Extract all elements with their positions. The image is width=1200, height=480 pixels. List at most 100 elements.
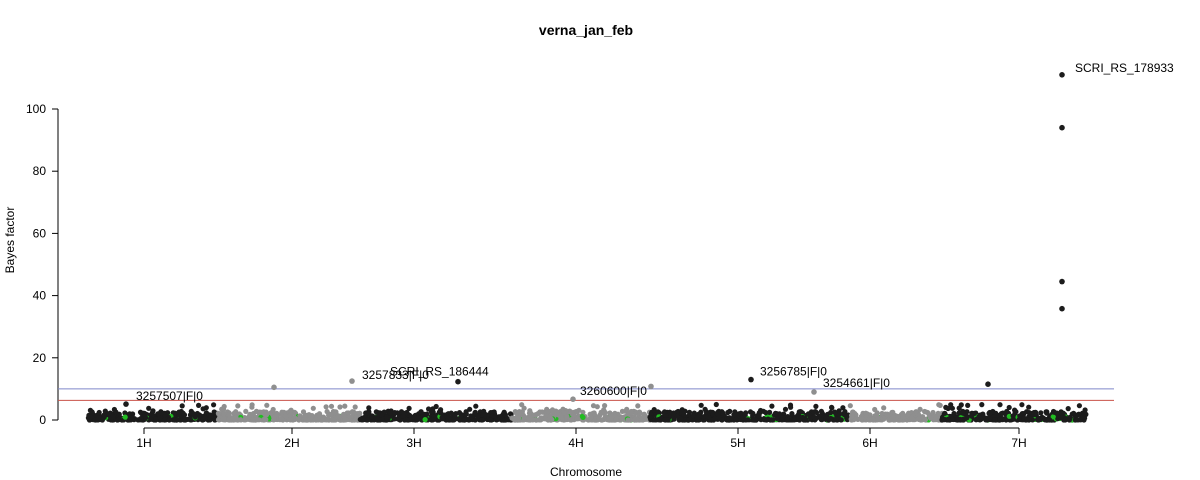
snp-point (526, 415, 532, 421)
snp-point (387, 410, 393, 416)
snp-point (857, 416, 864, 422)
snp-point (512, 409, 518, 415)
snp-point (837, 411, 843, 417)
snp-point (384, 414, 390, 420)
snp-point (796, 417, 802, 423)
snp-point (937, 402, 943, 408)
snp-point (756, 413, 762, 419)
snp-point (270, 406, 276, 413)
snp-point (909, 415, 915, 421)
snp-point (602, 403, 608, 409)
snp-point (349, 409, 355, 415)
snp-point (890, 409, 896, 415)
snp-point (411, 414, 417, 420)
snp-point (424, 411, 430, 417)
snp-point (516, 409, 523, 415)
snp-point (943, 404, 949, 410)
snp-point (352, 404, 358, 410)
labeled-point (748, 376, 754, 383)
snp-point (202, 415, 208, 421)
snp-point (733, 416, 739, 422)
snp-point (789, 411, 795, 417)
snp-point (964, 415, 970, 421)
snp-point (88, 414, 94, 420)
snp-point (545, 409, 551, 415)
snp-point (1006, 413, 1012, 419)
snp-point (208, 413, 214, 419)
snp-point (863, 410, 869, 416)
snp-point (625, 417, 631, 423)
snp-point (742, 412, 748, 418)
snp-point (816, 413, 822, 419)
snp-point (1051, 409, 1058, 415)
snp-point (219, 406, 225, 412)
snp-point (1065, 406, 1071, 412)
snp-point (916, 416, 922, 423)
snp-point (448, 410, 454, 416)
notable-point (648, 383, 654, 390)
snp-point (278, 416, 284, 422)
x-tick-label: 7H (1011, 436, 1026, 450)
snp-point (295, 416, 301, 423)
y-tick-label: 0 (39, 413, 46, 427)
snp-point (1058, 410, 1065, 416)
x-tick-label: 1H (136, 436, 151, 450)
snp-point (238, 417, 244, 423)
snp-point (1035, 417, 1042, 423)
snp-point (1026, 404, 1032, 410)
snp-point (811, 409, 817, 415)
snp-point (1004, 408, 1010, 415)
snp-point (1044, 410, 1050, 416)
snp-point (392, 416, 398, 422)
snp-point (514, 415, 520, 421)
snp-point (111, 406, 117, 413)
snp-point (840, 405, 846, 411)
snp-point (353, 417, 359, 423)
snp-point (256, 417, 262, 423)
snp-point (694, 416, 700, 422)
notable-point (1059, 278, 1065, 285)
notable-point (1059, 305, 1065, 312)
snp-point (329, 417, 335, 423)
x-tick-label: 4H (568, 436, 583, 450)
snp-point (539, 409, 545, 415)
snp-point (1012, 407, 1018, 413)
snp-point (452, 413, 458, 419)
snp-point (750, 412, 756, 418)
snp-point (1006, 404, 1012, 411)
snp-point (243, 408, 249, 414)
snp-point (211, 402, 217, 408)
snp-point (337, 404, 343, 410)
notable-point (985, 381, 991, 388)
snp-point (637, 410, 643, 416)
snp-point (392, 410, 398, 416)
y-tick-label: 40 (33, 289, 47, 303)
snp-point (342, 403, 348, 409)
snp-point (847, 403, 853, 409)
snp-point (1019, 402, 1025, 408)
snp-point (629, 409, 635, 416)
snp-point (703, 409, 710, 415)
snp-point (1025, 417, 1031, 423)
snp-point (488, 417, 494, 423)
snp-point (1031, 411, 1038, 418)
snp-point (872, 406, 878, 413)
snp-point (140, 412, 146, 418)
snp-point (416, 415, 422, 421)
snp-point (828, 409, 834, 416)
snp-point (735, 412, 741, 418)
snp-point (396, 415, 402, 421)
snp-point (900, 414, 906, 420)
snp-point (813, 416, 819, 422)
snp-point (948, 402, 954, 408)
snp-point (997, 416, 1003, 423)
snp-point (366, 410, 372, 417)
snp-point (1000, 410, 1006, 416)
snp-point (146, 405, 152, 411)
snp-point (833, 416, 839, 423)
snp-point (1080, 414, 1086, 420)
snp-point (122, 414, 128, 420)
snp-point (469, 413, 475, 419)
snp-point (249, 402, 255, 408)
